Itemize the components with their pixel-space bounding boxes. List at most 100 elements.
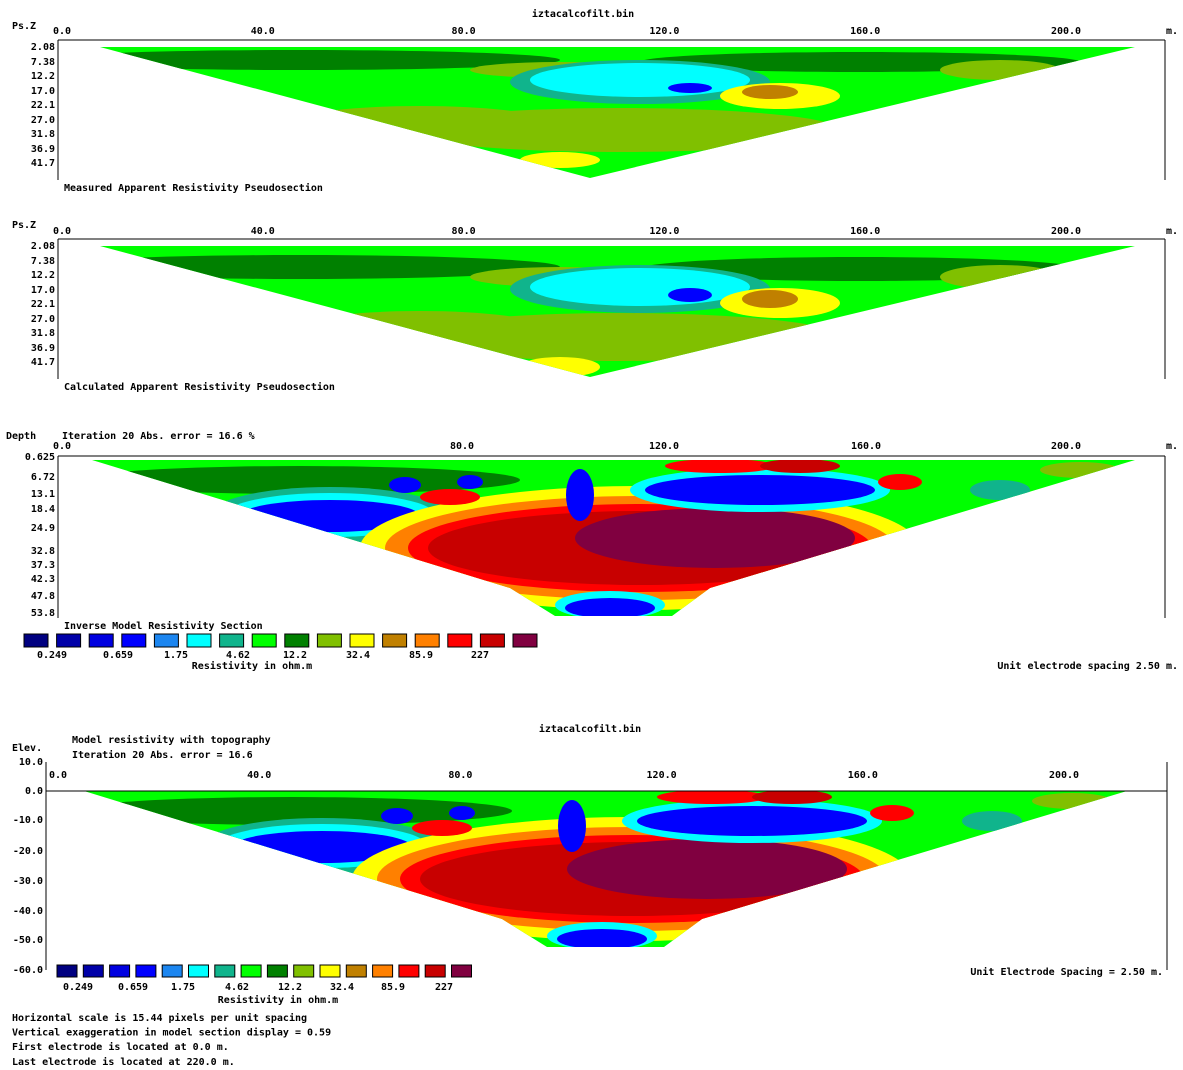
legend-swatch xyxy=(398,964,420,978)
axis-label: Elev. xyxy=(12,743,42,754)
contour-zone xyxy=(520,152,600,168)
contour-zone xyxy=(412,820,472,836)
contour-zone xyxy=(878,474,922,490)
legend-label: 0.249 xyxy=(63,982,93,993)
y-tick-label: -20.0 xyxy=(13,846,43,857)
legend-swatch xyxy=(319,964,341,978)
contour-zone xyxy=(668,83,712,93)
footer-line: Horizontal scale is 15.44 pixels per uni… xyxy=(12,1012,307,1024)
contour-zone xyxy=(575,508,855,568)
contour-zone xyxy=(567,839,847,899)
legend-swatch xyxy=(345,964,367,978)
note: Unit Electrode Spacing = 2.50 m. xyxy=(970,966,1163,978)
legend-label: 32.4 xyxy=(346,650,370,661)
legend-swatch xyxy=(188,964,209,978)
caption: Calculated Apparent Resistivity Pseudose… xyxy=(64,381,335,393)
legend-swatch xyxy=(109,964,131,978)
y-tick-label: 2.08 xyxy=(31,241,55,252)
x-tick-label: 40.0 xyxy=(251,26,275,37)
y-tick-label: 41.7 xyxy=(31,158,55,169)
x-tick-label: 120.0 xyxy=(649,441,679,452)
file-title: iztacalcofilt.bin xyxy=(539,723,641,735)
y-tick-label: 42.3 xyxy=(31,574,55,585)
legend-swatch xyxy=(56,633,82,648)
y-tick-label: 31.8 xyxy=(31,129,55,140)
contour-zone xyxy=(752,791,832,804)
y-tick-label: 47.8 xyxy=(31,591,55,602)
x-tick-label: 0.0 xyxy=(49,770,67,781)
legend-swatch xyxy=(424,964,446,978)
y-tick-label: -40.0 xyxy=(13,906,43,917)
contour-zone xyxy=(760,460,840,473)
contour-zone xyxy=(530,268,750,306)
x-unit: m. xyxy=(1166,441,1178,452)
contour-zone xyxy=(962,811,1022,831)
x-tick-label: 160.0 xyxy=(851,441,881,452)
contour-zone xyxy=(530,63,750,97)
legend-label: 0.659 xyxy=(118,982,148,993)
x-tick-label: 80.0 xyxy=(452,26,476,37)
contour-zone xyxy=(420,489,480,505)
contour-zone xyxy=(742,290,798,308)
legend-swatch xyxy=(88,633,114,648)
note: Unit electrode spacing 2.50 m. xyxy=(997,660,1178,672)
legend-swatch xyxy=(214,964,236,978)
legend-swatch xyxy=(82,964,104,978)
footer-line: Last electrode is located at 220.0 m. xyxy=(12,1056,235,1068)
legend-swatch xyxy=(372,964,394,978)
contour-zone xyxy=(637,806,867,836)
y-tick-label: 24.9 xyxy=(31,523,55,534)
x-tick-label: 120.0 xyxy=(649,26,679,37)
legend-swatch xyxy=(56,964,78,978)
x-tick-label: 160.0 xyxy=(848,770,878,781)
y-tick-label: -10.0 xyxy=(13,815,43,826)
contour-zone xyxy=(970,480,1030,500)
legend-label: 1.75 xyxy=(171,982,195,993)
contour-zone xyxy=(520,357,600,377)
contour-zone xyxy=(449,806,475,820)
legend-swatch xyxy=(23,633,49,648)
legend-label: 12.2 xyxy=(283,650,307,661)
contour-zone xyxy=(940,265,1060,289)
contour-zone xyxy=(300,106,540,134)
legend-label: 85.9 xyxy=(409,650,433,661)
legend-swatch xyxy=(316,633,342,648)
legend-label: 4.62 xyxy=(226,650,250,661)
y-tick-label: 32.8 xyxy=(31,546,55,557)
y-tick-label: 10.0 xyxy=(19,757,43,768)
file-title: iztacalcofilt.bin xyxy=(532,8,634,20)
y-tick-label: 17.0 xyxy=(31,285,55,296)
caption: Measured Apparent Resistivity Pseudosect… xyxy=(64,182,323,194)
legend-swatch xyxy=(186,633,212,648)
y-tick-label: 27.0 xyxy=(31,314,55,325)
y-tick-label: 12.2 xyxy=(31,71,55,82)
caption: Inverse Model Resistivity Section xyxy=(64,620,263,632)
x-tick-label: 0.0 xyxy=(53,441,71,452)
legend-swatch xyxy=(121,633,147,648)
x-tick-label: 120.0 xyxy=(649,226,679,237)
y-tick-label: 0.625 xyxy=(25,452,55,463)
legend-label: 1.75 xyxy=(164,650,188,661)
x-tick-label: 80.0 xyxy=(452,226,476,237)
axis-label: Ps.Z xyxy=(12,220,36,231)
x-tick-label: 160.0 xyxy=(850,226,880,237)
x-unit: m. xyxy=(1166,26,1178,37)
footer-line: Vertical exaggeration in model section d… xyxy=(12,1027,331,1039)
y-tick-label: 18.4 xyxy=(31,504,55,515)
contour-zone xyxy=(389,477,421,493)
contour-zone xyxy=(1040,462,1120,478)
contour-zone xyxy=(565,598,655,616)
contour-zone xyxy=(870,805,914,821)
x-tick-label: 40.0 xyxy=(247,770,271,781)
legend-label: 12.2 xyxy=(278,982,302,993)
y-tick-label: 41.7 xyxy=(31,357,55,368)
legend-swatch xyxy=(414,633,440,648)
legend-label: 32.4 xyxy=(330,982,354,993)
contour-zone xyxy=(1032,793,1112,809)
x-tick-label: 80.0 xyxy=(450,441,474,452)
x-tick-label: 0.0 xyxy=(53,226,71,237)
y-tick-label: 53.8 xyxy=(31,608,55,619)
y-tick-label: 22.1 xyxy=(31,100,55,111)
y-tick-label: -50.0 xyxy=(13,935,43,946)
